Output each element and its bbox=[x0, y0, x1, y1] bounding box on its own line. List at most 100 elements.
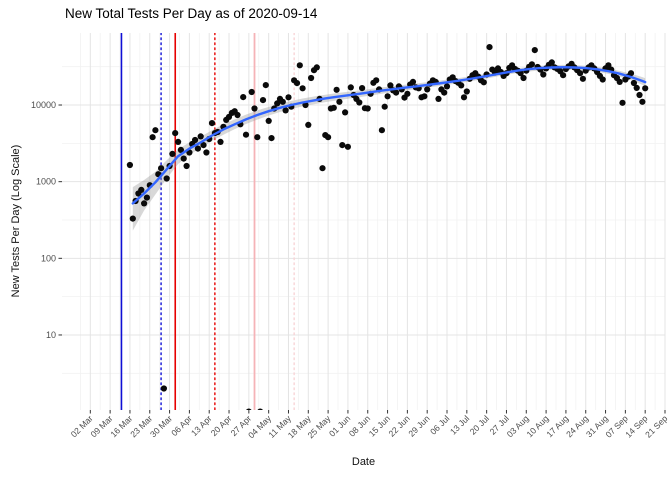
x-tick-label: 06 Apr bbox=[169, 413, 194, 438]
x-tick-label: 21 Sep bbox=[643, 413, 669, 439]
chart-title: New Total Tests Per Day as of 2020-09-14 bbox=[65, 6, 318, 21]
data-point bbox=[336, 98, 343, 105]
data-point bbox=[599, 76, 606, 83]
data-point bbox=[234, 111, 241, 119]
data-point bbox=[517, 70, 524, 77]
data-point bbox=[540, 71, 547, 78]
data-point bbox=[175, 138, 182, 145]
data-point bbox=[642, 85, 649, 92]
y-tick-label: 10 bbox=[46, 330, 56, 340]
data-point bbox=[347, 84, 354, 91]
data-point bbox=[208, 120, 216, 127]
y-axis-title-text: New Tests Per Day (Log Scale) bbox=[10, 144, 22, 298]
data-point bbox=[633, 84, 640, 91]
data-point bbox=[299, 85, 306, 92]
data-point bbox=[441, 89, 448, 96]
data-point bbox=[257, 408, 263, 410]
data-point bbox=[242, 131, 250, 138]
data-point bbox=[342, 109, 349, 116]
data-point bbox=[409, 78, 417, 85]
data-point bbox=[528, 61, 536, 68]
data-point bbox=[160, 385, 167, 392]
data-point bbox=[636, 91, 643, 99]
data-point bbox=[203, 149, 210, 156]
data-point bbox=[143, 194, 150, 201]
data-point bbox=[486, 44, 493, 51]
x-tick-label: 06 Jul bbox=[428, 413, 451, 436]
data-point bbox=[141, 200, 148, 207]
data-point bbox=[579, 75, 587, 82]
data-point bbox=[424, 86, 431, 93]
x-tick-label: 29 Jun bbox=[406, 413, 431, 438]
data-point bbox=[163, 175, 170, 182]
data-point bbox=[192, 136, 199, 144]
data-point bbox=[560, 72, 567, 79]
data-point bbox=[180, 155, 187, 162]
x-tick-label: 13 Apr bbox=[189, 413, 214, 438]
data-point bbox=[248, 88, 255, 96]
data-point bbox=[364, 105, 371, 112]
grid-major bbox=[62, 33, 666, 410]
data-point bbox=[262, 82, 269, 89]
x-tick-label: 08 Jun bbox=[347, 413, 372, 438]
data-point bbox=[577, 70, 584, 77]
data-point bbox=[458, 82, 465, 89]
data-point bbox=[197, 133, 204, 140]
data-point bbox=[616, 78, 623, 85]
data-point bbox=[240, 94, 247, 101]
data-point bbox=[330, 104, 337, 111]
grid-minor bbox=[62, 33, 665, 410]
data-point bbox=[333, 86, 340, 93]
data-point bbox=[630, 79, 638, 87]
data-point bbox=[246, 408, 252, 410]
data-point bbox=[149, 134, 156, 141]
data-point bbox=[293, 80, 301, 87]
x-tick-label: 25 May bbox=[306, 413, 333, 440]
data-point bbox=[344, 143, 351, 150]
data-point bbox=[259, 97, 267, 104]
data-point bbox=[435, 95, 442, 102]
data-point bbox=[421, 93, 428, 100]
data-point bbox=[531, 47, 538, 54]
x-tick-label: 13 Jul bbox=[448, 413, 471, 436]
data-point bbox=[463, 88, 470, 95]
y-tick-label: 100 bbox=[41, 253, 56, 263]
data-point bbox=[313, 64, 320, 71]
data-point bbox=[404, 90, 411, 97]
data-point bbox=[282, 107, 289, 114]
data-point bbox=[126, 161, 133, 169]
data-point bbox=[387, 82, 394, 89]
data-point bbox=[152, 127, 159, 134]
data-point bbox=[480, 79, 487, 86]
data-point bbox=[619, 99, 626, 106]
data-point bbox=[639, 98, 646, 105]
data-point bbox=[460, 94, 468, 101]
smooth-line bbox=[131, 66, 647, 205]
data-point bbox=[254, 134, 261, 141]
data-point bbox=[158, 165, 165, 172]
data-point bbox=[339, 142, 346, 149]
data-point bbox=[378, 127, 385, 134]
data-point bbox=[520, 74, 527, 82]
data-point bbox=[443, 83, 451, 90]
data-point bbox=[384, 93, 391, 100]
x-tick-label: 20 Apr bbox=[209, 413, 234, 438]
x-tick-label: 22 Jun bbox=[386, 413, 411, 438]
data-point bbox=[548, 59, 555, 66]
data-point bbox=[319, 165, 326, 172]
reference-lines bbox=[120, 33, 295, 410]
data-point bbox=[183, 162, 190, 170]
y-tick-label: 1000 bbox=[36, 177, 56, 187]
data-point bbox=[359, 85, 366, 92]
data-point bbox=[129, 215, 136, 222]
data-point bbox=[381, 103, 388, 110]
y-tick-label: 10000 bbox=[31, 100, 56, 110]
data-point bbox=[200, 142, 207, 149]
x-tick-label: 20 Jul bbox=[468, 413, 491, 436]
data-point bbox=[305, 121, 312, 128]
x-tick-label: 01 Jun bbox=[327, 413, 352, 438]
data-point bbox=[251, 105, 258, 112]
